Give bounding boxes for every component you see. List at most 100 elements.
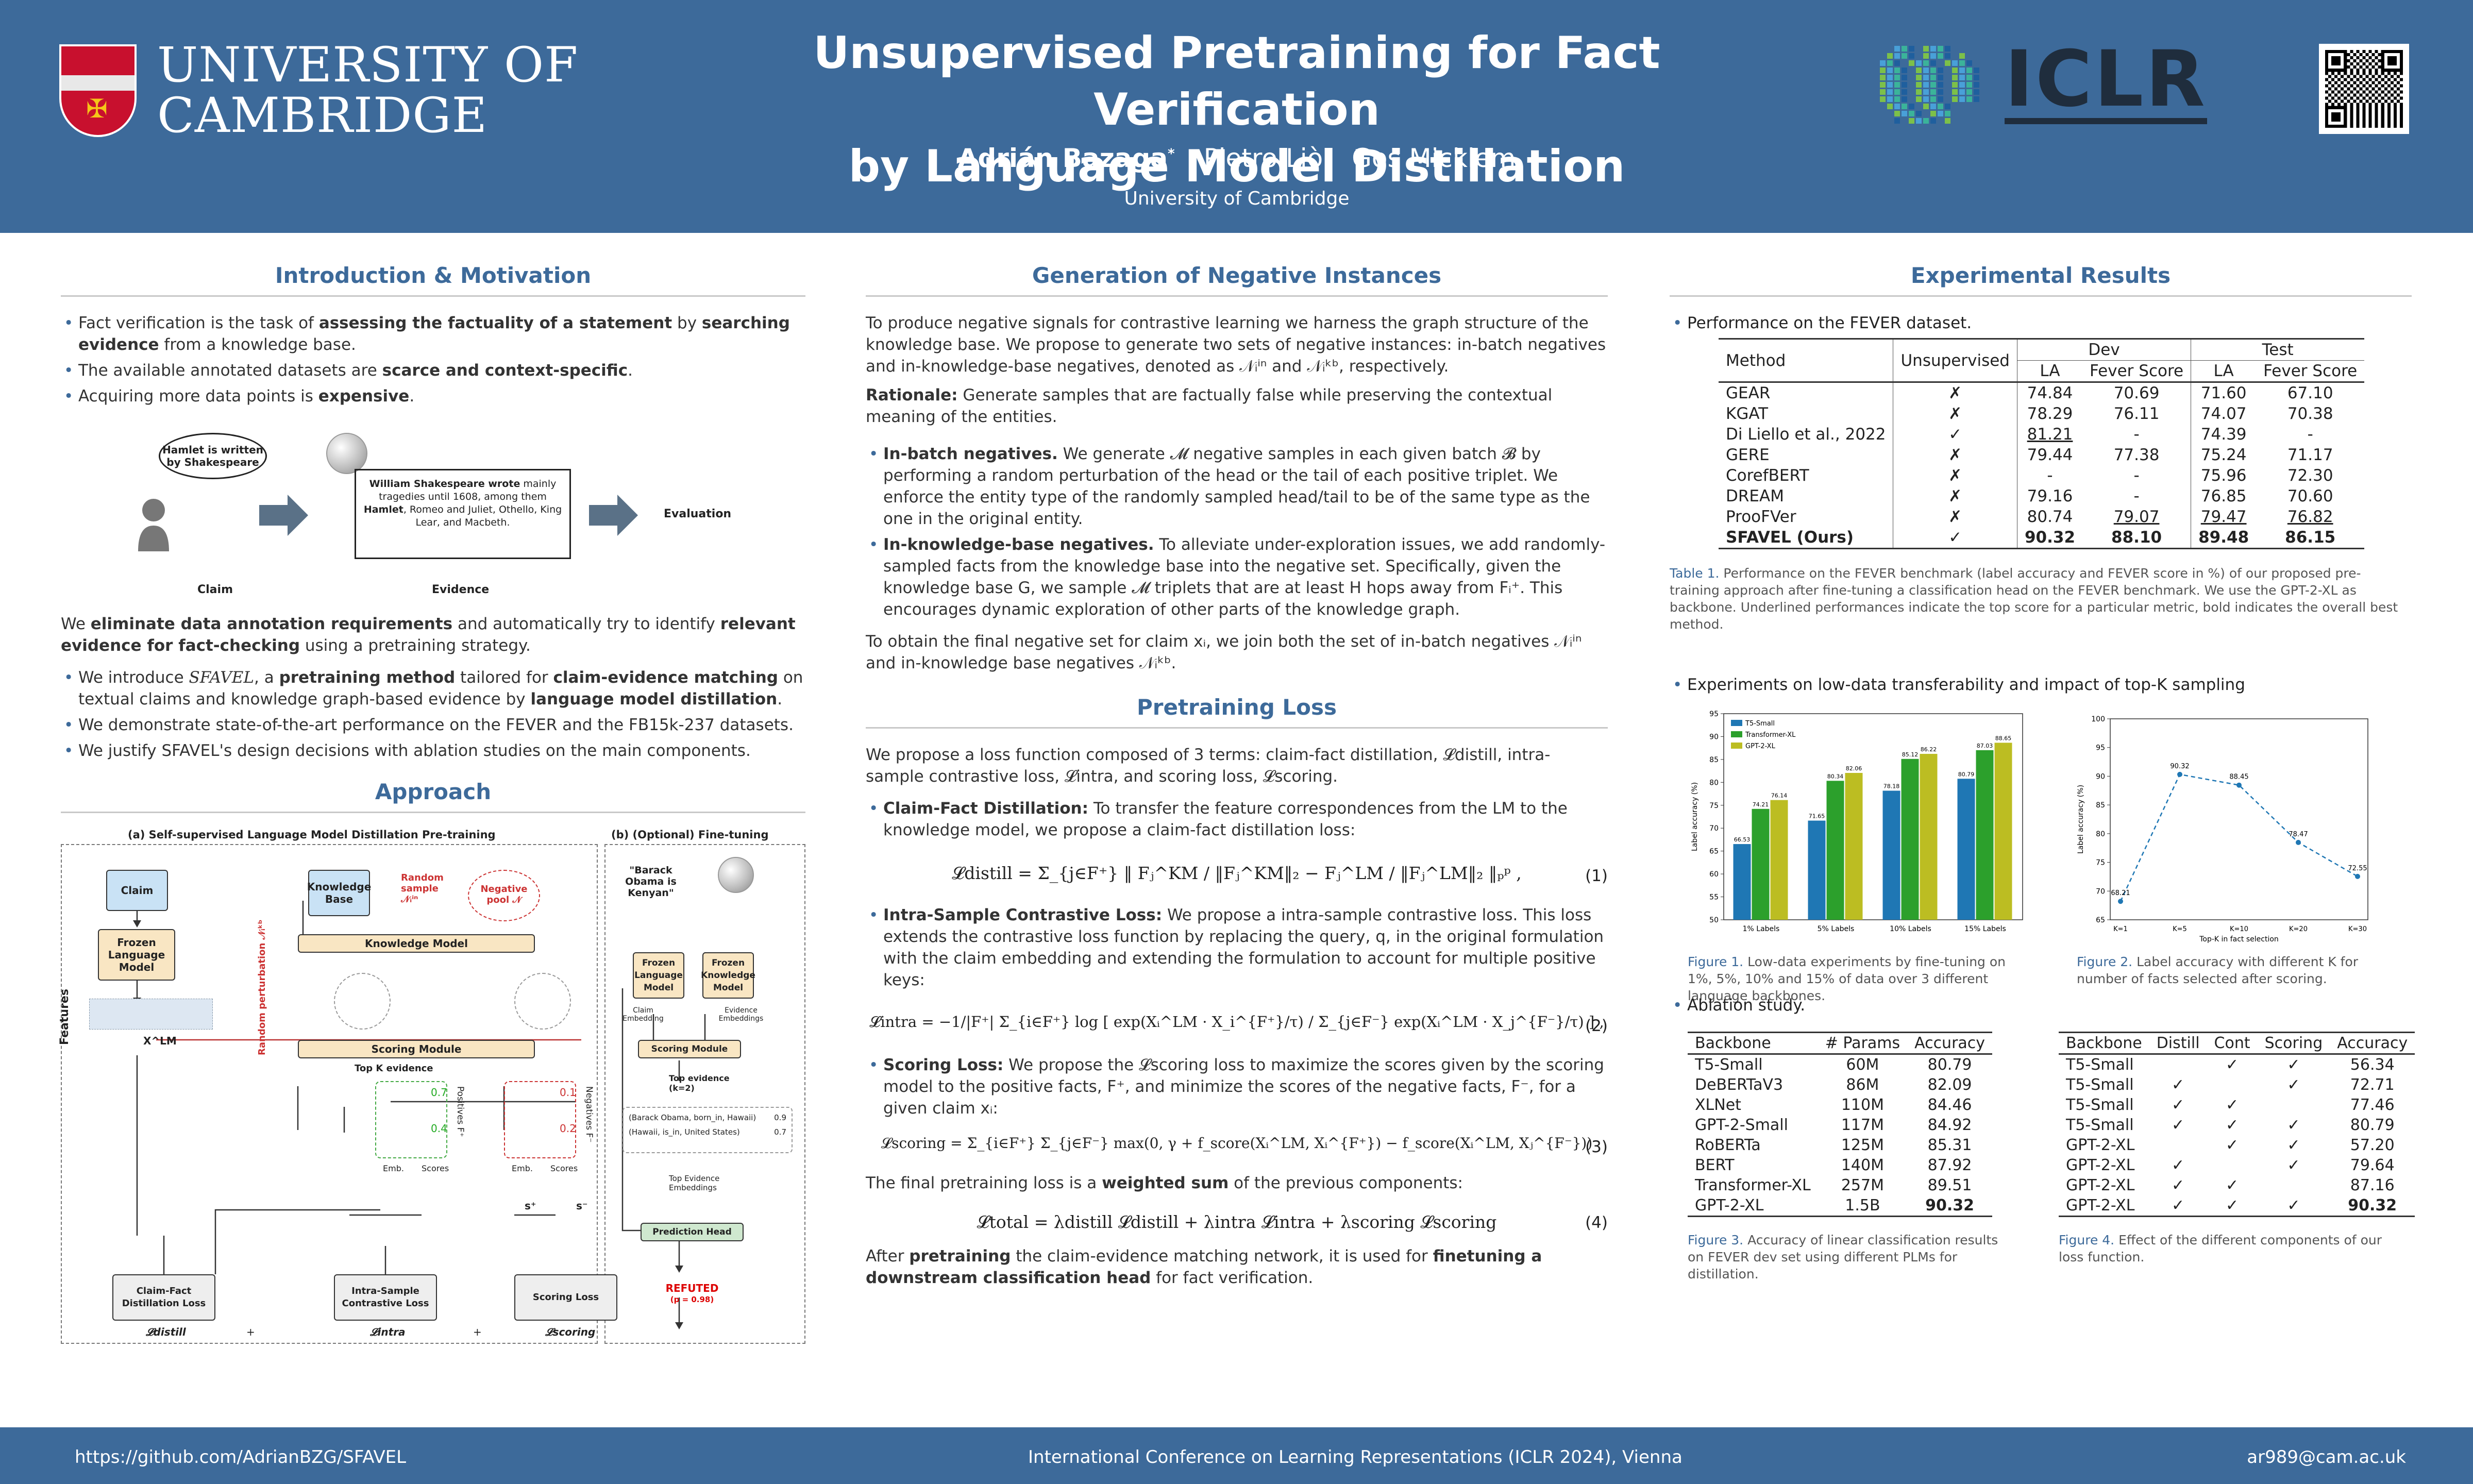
ft-scoring-module-box: Scoring Module xyxy=(638,1040,741,1058)
cambridge-shield-icon xyxy=(59,44,137,137)
x-tick-label: K=10 xyxy=(2230,925,2248,933)
topk-line-chart: 65 70 75 80 85 90 95 100 Label accuracy (%) Top-K… xyxy=(2077,715,2368,943)
table-cell: 90.32 xyxy=(2348,1196,2397,1215)
th-unsupervised: Unsupervised xyxy=(1893,339,2017,382)
th-backbone-2: Backbone xyxy=(2066,1034,2142,1052)
table-cell: ✓ xyxy=(2172,1196,2185,1215)
y-tick-label: 65 xyxy=(2096,916,2105,924)
bar-data-label: 80.34 xyxy=(1827,773,1844,780)
features-label: Features xyxy=(58,989,71,1045)
table-cell: ✓ xyxy=(2226,1196,2239,1215)
knowledge-base-box: Knowledge Base xyxy=(307,870,371,916)
table-cell: 79.44 xyxy=(2027,446,2073,464)
table-cell: 71.17 xyxy=(2287,446,2333,464)
plot-frame xyxy=(2110,718,2368,920)
contact-email[interactable]: ar989@cam.ac.uk xyxy=(2247,1447,2406,1468)
th-dev: Dev xyxy=(2017,339,2192,361)
table-row: T5-Small ✓ ✓ 77.46 xyxy=(2059,1095,2415,1115)
x-tick-label: 5% Labels xyxy=(1818,925,1855,933)
positives-label: Positives F⁺ xyxy=(455,1086,465,1137)
table-cell: - xyxy=(2082,486,2192,507)
fever-results-table: Method Unsupervised Dev Test LA Fever Sco… xyxy=(1719,338,2365,549)
table-cell: ✗ xyxy=(1893,486,2017,507)
results-bullet-list-1: Performance on the FEVER dataset. xyxy=(1670,312,2412,334)
bar xyxy=(1901,758,1919,920)
ablation-components-table: Backbone Distill Cont Scoring Accuracy T5-Sm… xyxy=(2059,1032,2415,1217)
evidence-embeddings-label: Evidence Embeddings xyxy=(718,1006,764,1023)
conference-info: International Conference on Learning Rep… xyxy=(1028,1447,1683,1468)
table-cell: 57.20 xyxy=(2350,1136,2395,1154)
y-tick-label: 90 xyxy=(1709,733,1719,741)
y-tick-label: 50 xyxy=(1709,916,1719,924)
refuted-prob: (p = 0.98) xyxy=(670,1295,714,1304)
lm-features-block xyxy=(89,999,213,1030)
table-cell xyxy=(2258,1095,2330,1115)
table-cell: 84.92 xyxy=(1927,1116,1972,1134)
intro-bullets: Fact verification is the task of assessi… xyxy=(61,312,805,407)
table-cell: T5-Small xyxy=(1695,1056,1763,1074)
data-point xyxy=(2296,839,2301,845)
y-axis-label: Label accuracy (%) xyxy=(1691,782,1699,851)
table-cell: 88.10 xyxy=(2082,527,2192,549)
ft-frozen-km-box: Frozen Knowledge Model xyxy=(701,952,755,999)
table-row: GPT-2-XL ✓ ✓ 87.16 xyxy=(2059,1175,2415,1195)
table-cell: 257M xyxy=(1841,1176,1884,1194)
table-cell: Transformer-XL xyxy=(1695,1176,1811,1194)
intro-bullet-6: We justify SFAVEL's design decisions wit… xyxy=(61,740,805,762)
th-dev-fs: Fever Score xyxy=(2082,360,2192,382)
legend-swatch xyxy=(1731,731,1742,737)
bar xyxy=(1808,820,1826,920)
equation-1: 𝓛distill = Σ_{j∈F⁺} ‖ Fⱼ^KM / ‖Fⱼ^KM‖₂ −… xyxy=(952,863,1608,885)
th-params: # Params xyxy=(1825,1034,1900,1052)
table-cell: Di Liello et al., 2022 xyxy=(1719,424,1894,445)
table-cell: 85.31 xyxy=(1927,1136,1972,1154)
data-point xyxy=(2177,771,2182,777)
iclr-logo: ICLR xyxy=(1865,36,2207,129)
institution-line2: CAMBRIDGE xyxy=(157,88,488,144)
table-cell: RoBERTa xyxy=(1695,1136,1761,1154)
cambridge-logo: UNIVERSITY OF CAMBRIDGE xyxy=(59,40,578,141)
table-cell: XLNet xyxy=(1695,1096,1741,1114)
bar xyxy=(1920,754,1938,920)
table-row: BERT 140M 87.92 xyxy=(1688,1155,1992,1175)
table-cell: T5-Small xyxy=(2066,1116,2134,1134)
qr-code-icon[interactable] xyxy=(2319,44,2409,134)
table-cell: GPT-2-XL xyxy=(2066,1176,2135,1194)
table-cell: ✓ xyxy=(2287,1136,2300,1154)
table-cell: ✓ xyxy=(2172,1156,2185,1174)
plus-sign-1: + xyxy=(246,1326,255,1338)
neg-bullet-2: In-knowledge-base negatives. To alleviat… xyxy=(866,534,1608,620)
ft-top-evidence-label: Top evidence (k=2) xyxy=(669,1073,730,1093)
x-axis-label: Top-K in fact selection xyxy=(2199,935,2279,943)
negatives-label: Negatives F⁻ xyxy=(584,1086,594,1143)
table-cell xyxy=(2149,1135,2207,1155)
frozen-lm-box: Frozen Language Model xyxy=(98,929,175,981)
evidence-bubble: William Shakespeare wrote mainly tragedi… xyxy=(355,469,571,559)
table-cell: 77.46 xyxy=(2350,1096,2395,1114)
table-cell: 86M xyxy=(1846,1076,1879,1094)
github-link[interactable]: https://github.com/AdrianBZG/SFAVEL xyxy=(75,1447,407,1468)
poster-header: UNIVERSITY OF CAMBRIDGE Unsupervised Pre… xyxy=(0,0,2473,233)
point-data-label: 78.47 xyxy=(2289,831,2308,838)
table-cell: 79.64 xyxy=(2350,1156,2395,1174)
intro-bullet-4: We introduce SFAVEL, a pretraining metho… xyxy=(61,667,805,710)
section-title-results: Experimental Results xyxy=(1670,263,2412,297)
institution-line1: UNIVERSITY OF xyxy=(157,37,579,93)
table-cell: 72.30 xyxy=(2287,466,2333,485)
loss-bullet-list-1: Claim-Fact Distillation: To transfer the… xyxy=(866,798,1608,841)
table-cell: ✓ xyxy=(2226,1116,2239,1134)
point-data-label: 68.21 xyxy=(2111,889,2130,897)
table-cell: 74.39 xyxy=(2200,425,2247,444)
top-evidence-emb-label: Top Evidence Embeddings xyxy=(669,1174,720,1192)
table-cell: 60M xyxy=(1846,1056,1879,1074)
bar-data-label: 85.12 xyxy=(1902,751,1919,758)
legend-label: GPT-2-XL xyxy=(1745,743,1776,750)
ft-claim: "Barack Obama is Kenyan" xyxy=(625,865,677,899)
table-cell: 76.82 xyxy=(2287,508,2333,526)
results-bullet-3: Ablation study. xyxy=(1670,994,2412,1016)
ablation-params-table: Backbone # Params Accuracy T5-Small 60M 80.7… xyxy=(1688,1032,1993,1217)
table-cell: 77.38 xyxy=(2082,445,2192,465)
iclr-wordmark: ICLR xyxy=(2005,35,2207,124)
loss-paragraph-2: The final pretraining loss is a weighted… xyxy=(866,1174,1463,1192)
section-title-approach: Approach xyxy=(61,779,805,813)
